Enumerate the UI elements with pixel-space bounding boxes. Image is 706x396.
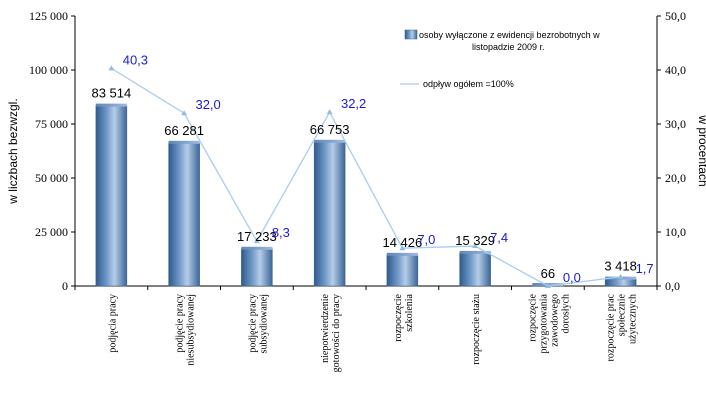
percent-line-marker [399,245,406,251]
bar [459,252,491,287]
y2-tick-label: 10,0 [665,225,686,239]
category-label: niepotwierdzenie [320,293,331,362]
bar-top-cap [168,140,200,144]
y-axis-title: w liczbach bezwzgl. [6,98,20,204]
percent-line-marker [253,238,260,244]
x-axis-ticks [74,286,658,290]
bar-value-label: 66 281 [164,123,204,138]
category-label: rozpoczęcie stażu [471,294,482,365]
bar-top-cap [386,252,418,256]
category-label: użytecznych [628,294,639,344]
right-axis-ticks: 0,0 10,0 20,0 30,0 40,0 50,0 [657,9,686,293]
percent-value-label: 40,3 [123,52,148,67]
legend-line-text: odpływ ogółem =100% [423,79,514,89]
y-tick-label: 100 000 [29,63,68,77]
category-label: zawodowego [549,294,560,347]
y2-tick-label: 20,0 [665,171,686,185]
percent-value-label: 0,0 [563,270,581,285]
bar [604,278,637,287]
percent-value-label: 7,4 [490,230,508,245]
percent-value-label: 32,0 [195,97,220,112]
bar-value-label: 83 514 [91,86,131,101]
category-label: przygotowania [538,293,549,353]
legend: osoby wyłączone z ewidencji bezrobotnych… [400,29,600,89]
bar-value-label: 14 426 [382,235,422,250]
axes [74,16,658,287]
category-label: rozpoczęcie [393,293,404,341]
bar [386,254,419,287]
category-label: subsydiowanej [258,294,269,353]
percent-line-series [108,65,624,288]
y2-tick-label: 30,0 [665,117,686,131]
bar-top-cap [241,246,273,250]
bar-value-labels: 83 514 66 281 17 233 66 753 14 426 15 329 66 3 … [91,86,636,281]
category-label: szkolenia [404,293,415,331]
legend-bar-swatch [404,29,418,40]
y-tick-label: 25 000 [35,225,68,239]
category-label: podjęcia pracy [107,294,118,353]
y-tick-label: 125 000 [29,9,68,23]
percent-value-label: 32,2 [341,96,366,111]
bar-value-label: 66 [541,266,555,281]
bar-value-label: 66 753 [310,122,350,137]
percent-line [111,67,621,287]
bar [95,105,128,287]
category-label: podjęcie pracy [247,294,258,353]
percent-line-marker [108,65,115,71]
percent-line-marker [326,109,333,115]
percent-line-marker [617,273,624,279]
legend-bar-text-line2: listopadzie 2009 r. [472,42,545,52]
y2-tick-label: 40,0 [665,63,686,77]
y2-axis-title: w procentach [696,114,706,186]
bar-value-label: 3 418 [604,259,637,274]
bar [168,142,200,287]
category-label: społecznie [617,293,628,336]
percent-line-marker [472,243,479,249]
bar-value-label: 15 329 [455,233,495,248]
percent-value-label: 8,3 [272,225,290,240]
legend-bar-text-line1: osoby wyłączone z ewidencji bezrobotnych… [419,30,600,40]
category-label: niesubsydiowanej [186,294,197,366]
percent-value-label: 1,7 [636,261,654,276]
bar-value-label: 17 233 [237,229,277,244]
category-label: rozpoczęcie [527,293,538,341]
bar-series [95,103,637,287]
percent-value-label: 7,0 [417,232,435,247]
y-tick-label: 50 000 [35,171,68,185]
category-label: gotowości do pracy [331,294,342,372]
bar [313,141,346,287]
category-label: rozpoczęcie prac [606,293,617,361]
bar [241,248,273,287]
bar-top-cap [95,103,127,107]
y-tick-label: 0 [62,279,68,293]
category-label: dorosłych [560,294,571,333]
bar-top-cap [314,139,346,143]
bar-top-cap [459,250,491,254]
category-labels: podjęcia pracy podjęcie pracy niesubsydiow… [107,293,638,372]
left-axis-ticks: 0 25 000 50 000 75 000 100 000 125 000 [29,9,75,293]
y-tick-label: 75 000 [35,117,68,131]
percent-line-marker [544,283,551,288]
percent-value-labels: 40,3 32,0 8,3 32,2 7,0 7,4 0,0 1,7 [123,52,654,285]
category-label: podjęcie pracy [175,294,186,353]
y2-tick-label: 50,0 [665,9,686,23]
percent-line-marker [181,110,188,116]
y2-tick-label: 0,0 [665,279,680,293]
